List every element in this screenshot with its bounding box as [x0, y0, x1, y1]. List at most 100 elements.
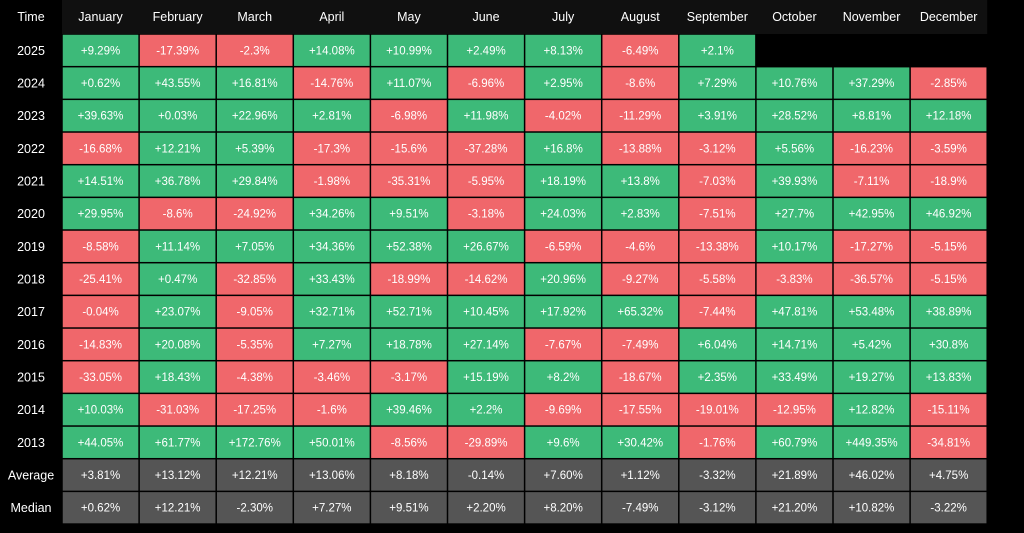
heatmap-cell: [448, 165, 524, 197]
heatmap-cell: [679, 230, 756, 262]
cell-value: +3.91%: [698, 111, 737, 123]
cell-value: -11.29%: [619, 111, 661, 123]
heatmap-cell: [910, 361, 987, 393]
cell-value: -4.02%: [545, 111, 581, 123]
heatmap-cell: [679, 492, 756, 524]
cell-value: +14.08%: [309, 45, 355, 57]
cell-value: +13.83%: [926, 372, 972, 384]
heatmap-cell: [62, 459, 139, 491]
cell-value: -6.59%: [545, 241, 581, 253]
heatmap-cell: [756, 394, 833, 426]
heatmap-cell: [371, 165, 447, 197]
heatmap-cell: [371, 100, 447, 132]
cell-value: +47.81%: [772, 307, 818, 319]
cell-value: +39.46%: [386, 405, 432, 417]
cell-value: +50.01%: [309, 437, 355, 449]
heatmap-cell: [216, 426, 293, 458]
cell-value: +7.29%: [698, 78, 737, 90]
heatmap-cell: [602, 263, 679, 295]
heatmap-cell: [833, 426, 910, 458]
cell-value: -7.44%: [699, 307, 735, 319]
cell-value: +24.03%: [540, 209, 586, 221]
cell-value: -14.76%: [310, 78, 353, 90]
cell-value: +0.47%: [158, 274, 197, 286]
heatmap-cell: [139, 198, 216, 230]
cell-value: +9.51%: [389, 209, 428, 221]
cell-value: +28.52%: [772, 111, 818, 123]
cell-value: +21.89%: [772, 470, 818, 482]
cell-value: -5.95%: [468, 176, 504, 188]
heatmap-cell: [216, 492, 293, 524]
heatmap-cell: [525, 100, 601, 132]
cell-value: -14.83%: [79, 339, 122, 351]
heatmap-cell: [139, 296, 216, 328]
cell-value: +9.51%: [389, 503, 428, 515]
cell-value: +30.8%: [929, 339, 968, 351]
heatmap-cell: [371, 34, 447, 66]
heatmap-cell: [62, 165, 139, 197]
cell-value: -6.49%: [622, 45, 658, 57]
heatmap-cell: [525, 34, 601, 66]
heatmap-cell: [679, 361, 756, 393]
row-label: 2014: [17, 403, 45, 417]
row-label: 2024: [17, 77, 45, 91]
cell-value: +20.08%: [155, 339, 201, 351]
cell-value: -5.15%: [930, 241, 966, 253]
heatmap-cell: [756, 165, 833, 197]
heatmap-cell: [371, 459, 447, 491]
heatmap-cell: [216, 132, 293, 164]
cell-value: -12.95%: [773, 405, 816, 417]
cell-value: +11.98%: [464, 111, 509, 123]
cell-value: +19.27%: [849, 372, 895, 384]
heatmap-cell: [525, 361, 601, 393]
heatmap-cell: [525, 394, 601, 426]
cell-value: +10.03%: [78, 405, 124, 417]
heatmap-cell: [139, 263, 216, 295]
heatmap-cell: [833, 361, 910, 393]
heatmap-cell: [371, 230, 447, 262]
heatmap-cell: [139, 34, 216, 66]
heatmap-cell: [62, 361, 139, 393]
cell-value: -19.01%: [696, 405, 739, 417]
cell-value: -7.49%: [622, 503, 658, 515]
heatmap-cell: [139, 328, 216, 360]
cell-value: +8.13%: [543, 45, 582, 57]
heatmap-cell: [833, 459, 910, 491]
heatmap-cell: [216, 263, 293, 295]
cell-value: +11.14%: [155, 241, 200, 253]
cell-value: -5.58%: [699, 274, 735, 286]
heatmap-cell: [602, 165, 679, 197]
cell-value: +14.51%: [78, 176, 124, 188]
cell-value: +12.21%: [155, 503, 201, 515]
heatmap-cell: [294, 230, 370, 262]
heatmap-cell: [525, 230, 601, 262]
heatmap-cell: [216, 100, 293, 132]
heatmap-cell: [756, 492, 833, 524]
heatmap-cell: [448, 328, 524, 360]
cell-value: +18.43%: [155, 372, 201, 384]
heatmap-cell: [294, 34, 370, 66]
cell-value: +11.07%: [387, 78, 432, 90]
heatmap-cell: [833, 296, 910, 328]
heatmap-cell: [602, 230, 679, 262]
heatmap-cell: [833, 492, 910, 524]
cell-value: +10.82%: [849, 503, 895, 515]
column-header: May: [397, 10, 421, 24]
heatmap-cell: [371, 394, 447, 426]
heatmap-cell: [216, 394, 293, 426]
heatmap-cell: [371, 361, 447, 393]
cell-value: +21.20%: [772, 503, 818, 515]
cell-value: -24.92%: [233, 209, 276, 221]
heatmap-cell: [756, 198, 833, 230]
heatmap-cell: [216, 230, 293, 262]
heatmap-cell: [139, 361, 216, 393]
heatmap-cell: [62, 34, 139, 66]
heatmap-cell: [910, 132, 987, 164]
row-label: Median: [11, 501, 52, 515]
heatmap-cell: [602, 100, 679, 132]
heatmap-cell: [756, 459, 833, 491]
heatmap-cell: [139, 394, 216, 426]
heatmap-cell: [602, 132, 679, 164]
cell-value: +33.43%: [309, 274, 355, 286]
heatmap-cell: [679, 34, 756, 66]
